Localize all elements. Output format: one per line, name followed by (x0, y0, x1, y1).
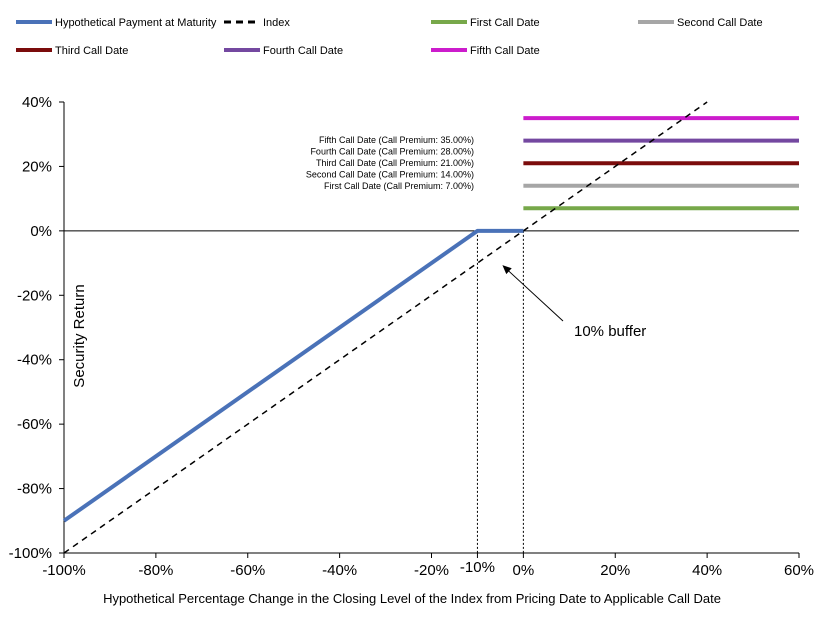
call-premium-annotation: Fifth Call Date (Call Premium: 35.00%) (319, 135, 474, 145)
call-premium-annotation: Second Call Date (Call Premium: 14.00%) (306, 170, 474, 180)
x-tick-label: -80% (138, 562, 173, 579)
legend-label: First Call Date (470, 17, 540, 29)
y-tick-label: -40% (17, 352, 52, 369)
x-axis-title: Hypothetical Percentage Change in the Cl… (103, 591, 721, 606)
x-tick-label: -40% (322, 562, 357, 579)
y-tick-label: -100% (9, 545, 52, 562)
legend-item: Fourth Call Date (224, 45, 343, 57)
x-tick-label: -60% (230, 562, 265, 579)
buffer-label: 10% buffer (574, 323, 646, 340)
call-premium-annotation: Fourth Call Date (Call Premium: 28.00%) (310, 147, 474, 157)
legend-item: Index (224, 17, 290, 29)
legend-label: Second Call Date (677, 17, 763, 29)
plot-area: 40% 20% 0% -20% -40% -60% -80% -100%-100% -80% -6… (9, 94, 814, 579)
y-tick-label: 20% (22, 158, 52, 175)
y-tick-label: -80% (17, 481, 52, 498)
call-premium-annotation: Third Call Date (Call Premium: 21.00%) (316, 158, 474, 168)
legend-item: Third Call Date (16, 45, 128, 57)
legend-item: Hypothetical Payment at Maturity (16, 17, 217, 29)
x-tick-label: -20% (414, 562, 449, 579)
y-axis-title: Security Return (71, 284, 88, 387)
legend: Hypothetical Payment at Maturity Index Fir… (16, 17, 763, 57)
buffer-arrow-line (504, 266, 564, 322)
y-tick-label: 0% (30, 223, 52, 240)
index-line (63, 101, 708, 554)
x-tick-label: 40% (692, 562, 722, 579)
y-tick-label: 40% (22, 94, 52, 111)
x-tick-label: 20% (600, 562, 630, 579)
buffer-arrow-head (502, 265, 512, 275)
x-tick-label: 0% (513, 562, 535, 579)
legend-item: Fifth Call Date (431, 45, 540, 57)
legend-item: Second Call Date (638, 17, 763, 29)
legend-item: First Call Date (431, 17, 540, 29)
legend-label: Fourth Call Date (263, 45, 343, 57)
legend-label: Third Call Date (55, 45, 128, 57)
call-premium-annotation: First Call Date (Call Premium: 7.00%) (324, 181, 474, 191)
y-tick-label: -20% (17, 287, 52, 304)
payment-at-maturity-line (62, 228, 524, 523)
y-tick-label: -60% (17, 416, 52, 433)
legend-label: Index (263, 17, 290, 29)
x-tick-label: 60% (784, 562, 814, 579)
x-tick-label: -10% (460, 559, 495, 576)
legend-label: Fifth Call Date (470, 45, 540, 57)
x-tick-label: -100% (42, 562, 85, 579)
legend-label: Hypothetical Payment at Maturity (55, 17, 217, 29)
